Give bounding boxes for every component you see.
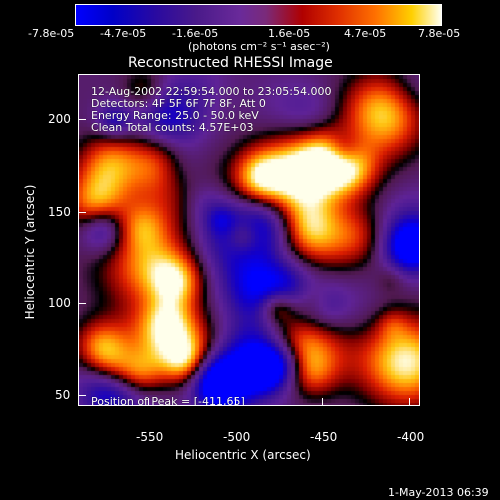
y-tick-mark bbox=[78, 119, 86, 120]
x-axis-label: Heliocentric X (arcsec) bbox=[175, 448, 311, 462]
colorbar-tick-3: -1.6e-05 bbox=[172, 27, 219, 40]
overlay-time-range: 12-Aug-2002 22:59:54.000 to 23:05:54.000 bbox=[91, 85, 332, 98]
footer-timestamp: 1-May-2013 06:39 bbox=[388, 486, 489, 499]
y-tick-mark bbox=[78, 212, 86, 213]
y-axis-label: Heliocentric Y (arcsec) bbox=[23, 184, 37, 320]
plot-title: Reconstructed RHESSI Image bbox=[128, 55, 333, 71]
y-tick-label: 100 bbox=[48, 296, 71, 310]
colorbar-tick-5: 4.7e-05 bbox=[344, 27, 387, 40]
x-tick-mark bbox=[322, 398, 323, 406]
y-tick-mark bbox=[78, 395, 86, 396]
x-tick-label: -550 bbox=[136, 430, 164, 444]
y-tick-label: 50 bbox=[55, 388, 71, 402]
overlay-energy: Energy Range: 25.0 - 50.0 keV bbox=[91, 109, 259, 122]
x-tick-mark bbox=[148, 398, 149, 406]
colorbar-units: (photons cm⁻² s⁻¹ asec⁻²) bbox=[188, 40, 330, 53]
x-tick-label: -500 bbox=[223, 430, 251, 444]
y-tick-label: 150 bbox=[48, 205, 71, 219]
y-tick-label: 200 bbox=[48, 112, 71, 126]
y-tick-mark bbox=[78, 303, 86, 304]
x-tick-label: -450 bbox=[310, 430, 338, 444]
overlay-clean: Clean Total counts: 4.57E+03 bbox=[91, 121, 254, 134]
colorbar-tick-1: -7.8e-05 bbox=[28, 27, 75, 40]
x-tick-mark bbox=[235, 398, 236, 406]
colorbar bbox=[75, 4, 442, 26]
overlay-peak-position: Position of Peak = [-411,65] bbox=[91, 395, 245, 406]
overlay-detectors: Detectors: 4F 5F 6F 7F 8F, Att 0 bbox=[91, 97, 266, 110]
colorbar-tick-4: 1.6e-05 bbox=[268, 27, 311, 40]
x-tick-label: -400 bbox=[397, 430, 425, 444]
image-plot-area: 12-Aug-2002 22:59:54.000 to 23:05:54.000… bbox=[78, 74, 420, 406]
x-tick-mark bbox=[409, 398, 410, 406]
rhessi-image bbox=[79, 75, 419, 405]
colorbar-tick-2: -4.7e-05 bbox=[100, 27, 147, 40]
colorbar-tick-6: 7.8e-05 bbox=[418, 27, 461, 40]
